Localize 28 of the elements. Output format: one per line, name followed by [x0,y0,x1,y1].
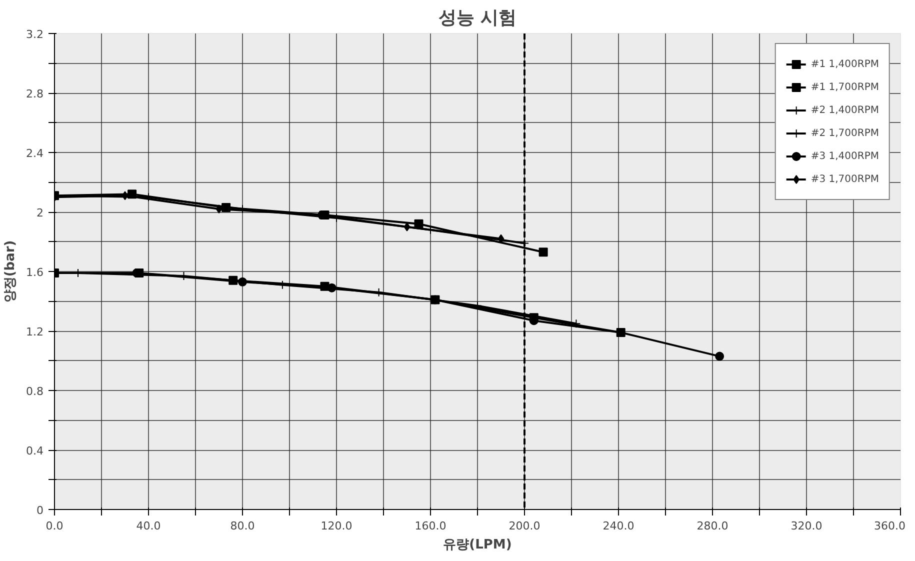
y-tick-label: 2.4 [26,147,44,160]
x-tick-label: 40.0 [136,520,161,532]
x-tick-label: 80.0 [230,520,255,532]
x-axis-title: 유량(LPM) [443,538,512,552]
y-tick-label: 0 [36,504,44,517]
y-tick-label: 0.4 [26,444,44,458]
y-tick-label: 2.8 [26,88,44,100]
legend-label: #3 1,400RPM [810,150,879,162]
chart-title: 성능 시험 [438,8,517,28]
y-tick-label: 2 [36,206,44,220]
legend-label: #2 1,400RPM [810,104,879,116]
legend-label: #3 1,700RPM [810,174,879,184]
x-tick-label: 320.0 [790,520,822,532]
y-tick-label: 3.2 [26,28,44,41]
x-tick-label: 120.0 [320,520,352,532]
legend-label: #2 1,700RPM [810,128,879,138]
x-tick-label: 0.0 [46,520,64,532]
x-tick-label: 360.0 [874,520,906,532]
y-tick-label: 1.6 [26,266,44,279]
y-axis-title: 양정(bar) [3,240,18,303]
x-tick-label: 280.0 [696,520,728,532]
x-tick-label: 160.0 [414,520,446,532]
y-tick-label: 0.8 [26,385,44,398]
y-tick-label: 1.2 [26,326,44,338]
legend-label: #1 1,700RPM [810,82,879,92]
x-tick-label: 240.0 [602,520,634,532]
x-tick-label: 200.0 [508,520,540,532]
legend-label: #1 1,400RPM [810,58,879,70]
